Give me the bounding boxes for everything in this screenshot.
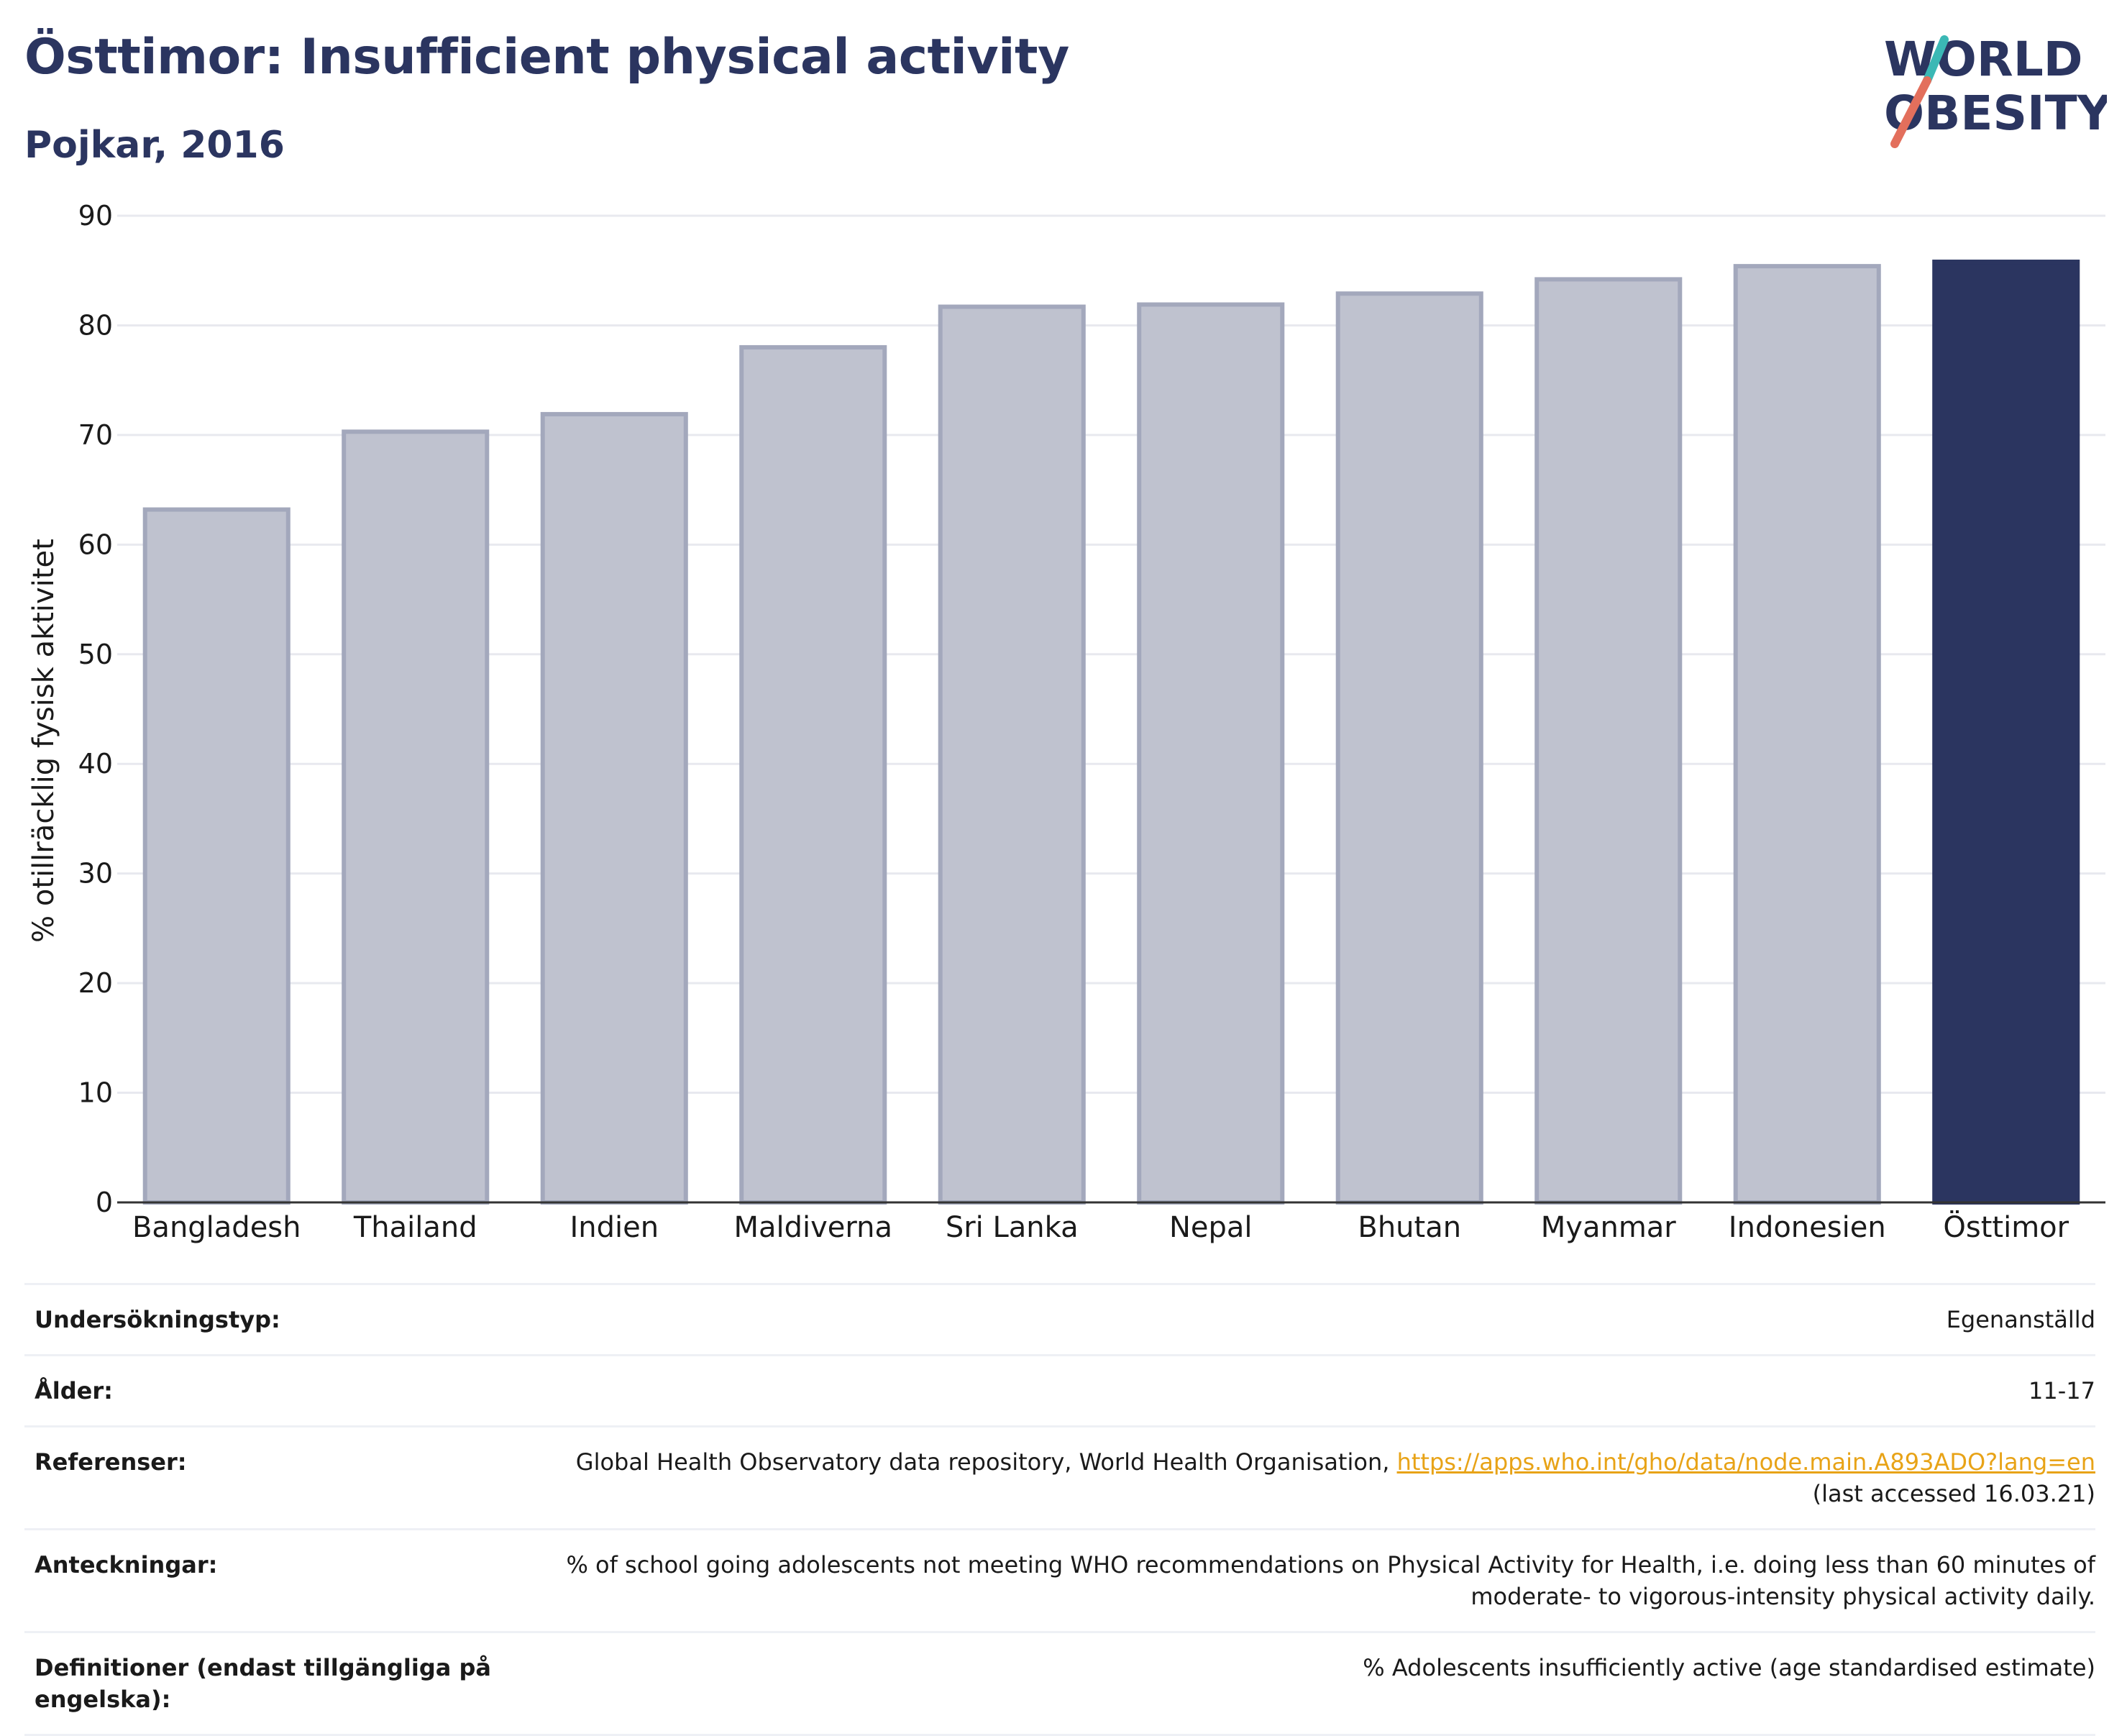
bar-thailand [342, 429, 490, 1205]
x-tick-label: Maldiverna [733, 1211, 892, 1244]
bar-bhutan [1335, 291, 1483, 1205]
meta-key: Definitioner (endast tillgängliga på eng… [35, 1654, 491, 1713]
y-tick-label: 20 [78, 967, 113, 999]
meta-row: Anteckningar: % of school going adolescen… [24, 1528, 2095, 1631]
meta-row: Ålder: 11-17 [24, 1354, 2095, 1425]
x-tick-label: Thailand [353, 1211, 477, 1244]
x-tick-label: Indonesien [1729, 1211, 1886, 1244]
logo-slash-teal [1923, 35, 1949, 85]
bars [142, 260, 2080, 1205]
x-tick-label: Bangladesh [132, 1211, 301, 1244]
world-obesity-logo: WORLD OBESITY [1884, 32, 2107, 148]
meta-row: Definitioner (endast tillgängliga på eng… [24, 1631, 2095, 1736]
y-tick-label: 10 [78, 1077, 113, 1109]
x-tick-label: Myanmar [1541, 1211, 1677, 1244]
logo-line1: WORLD [1884, 32, 2083, 87]
meta-key: Ålder: [35, 1377, 113, 1404]
y-tick-label: 80 [78, 309, 113, 341]
bar-östtimor [1932, 260, 2080, 1205]
meta-value: Global Health Observatory data repositor… [575, 1448, 2095, 1507]
meta-value: % of school going adolescents not meetin… [566, 1551, 2095, 1610]
bar-maldiverna [739, 344, 887, 1205]
x-tick-label: Sri Lanka [946, 1211, 1079, 1244]
bar-indien [540, 411, 688, 1205]
meta-key: Anteckningar: [35, 1551, 218, 1579]
bar-chart: 0 10 20 30 40 50 60 70 80 90 Bangladesh Thailand In… [27, 200, 2105, 1244]
meta-key: Referenser: [35, 1448, 187, 1476]
y-tick-label: 50 [78, 639, 113, 670]
y-tick-label: 40 [78, 748, 113, 780]
bar-sri-lanka [938, 304, 1086, 1205]
meta-value: 11-17 [2028, 1377, 2095, 1404]
y-tick-label: 0 [96, 1187, 113, 1218]
y-tick-labels: 0 10 20 30 40 50 60 70 80 90 [78, 200, 113, 1218]
bar-bangladesh [142, 507, 291, 1205]
x-tick-label: Bhutan [1358, 1211, 1461, 1244]
meta-row: Referenser: Global Health Observatory dat… [24, 1425, 2095, 1528]
chart-subtitle: Pojkar, 2016 [24, 124, 285, 167]
y-tick-label: 60 [78, 529, 113, 560]
meta-key: Undersökningstyp: [35, 1306, 280, 1333]
reference-link[interactable]: https://apps.who.int/gho/data/node.main.… [1396, 1448, 2095, 1476]
logo-slash-coral [1890, 76, 1931, 148]
bar-nepal [1137, 302, 1285, 1205]
metadata-table: Undersökningstyp: Egenanställd Ålder: 11-17… [24, 1283, 2095, 1736]
y-tick-label: 30 [78, 858, 113, 890]
y-tick-label: 90 [78, 200, 113, 232]
bar-indonesien [1733, 264, 1881, 1205]
meta-value: % Adolescents insufficiently active (age… [1363, 1654, 2095, 1681]
x-tick-label: Nepal [1169, 1211, 1253, 1244]
meta-value: Egenanställd [1946, 1306, 2095, 1333]
x-tick-label: Östtimor [1943, 1210, 2069, 1244]
chart-title: Östtimor: Insufficient physical activity [24, 29, 1069, 86]
bar-myanmar [1534, 277, 1683, 1205]
x-tick-labels: Bangladesh Thailand Indien Maldiverna Sri La… [132, 1210, 2069, 1244]
y-axis-title: % otillräcklig fysisk aktivitet [27, 539, 60, 943]
x-tick-label: Indien [570, 1211, 659, 1244]
y-tick-label: 70 [78, 419, 113, 451]
meta-row: Undersökningstyp: Egenanställd [24, 1283, 2095, 1354]
